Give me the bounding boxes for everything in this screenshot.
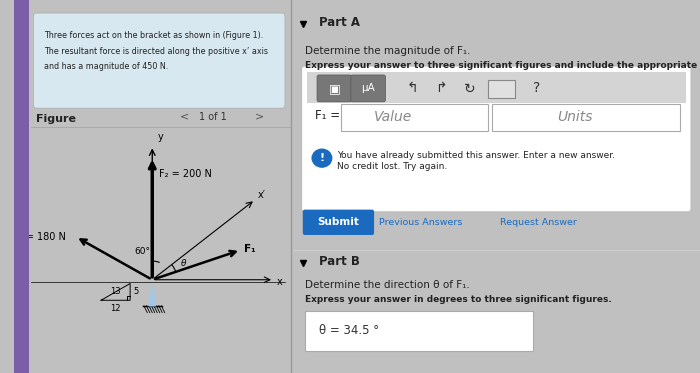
FancyBboxPatch shape xyxy=(303,210,374,235)
Text: ↰: ↰ xyxy=(407,81,419,95)
Text: and has a magnitude of 450 N.: and has a magnitude of 450 N. xyxy=(44,62,169,71)
Text: 1 of 1: 1 of 1 xyxy=(199,112,227,122)
Text: Request Answer: Request Answer xyxy=(500,218,578,227)
Text: Part A: Part A xyxy=(319,16,360,29)
Text: ?: ? xyxy=(533,81,540,95)
FancyBboxPatch shape xyxy=(34,13,285,108)
Text: 13: 13 xyxy=(110,286,120,295)
FancyBboxPatch shape xyxy=(488,80,514,98)
Text: Figure: Figure xyxy=(36,114,76,124)
Text: The resultant force is directed along the positive x’ axis: The resultant force is directed along th… xyxy=(44,47,268,56)
Text: θ = 34.5 °: θ = 34.5 ° xyxy=(319,325,379,337)
Text: Previous Answers: Previous Answers xyxy=(379,218,463,227)
Text: F₁: F₁ xyxy=(244,244,256,254)
Text: 60°: 60° xyxy=(134,247,150,256)
FancyBboxPatch shape xyxy=(317,75,351,102)
Text: x: x xyxy=(276,278,282,287)
Text: Determine the direction θ of F₁.: Determine the direction θ of F₁. xyxy=(304,280,470,290)
Text: 5: 5 xyxy=(134,287,139,297)
Bar xyxy=(307,72,686,103)
Text: ↱: ↱ xyxy=(435,81,447,95)
Text: <: < xyxy=(180,112,189,122)
Bar xyxy=(304,311,533,351)
Text: θ: θ xyxy=(181,258,187,267)
Bar xyxy=(14,0,29,373)
Text: F₃ = 180 N: F₃ = 180 N xyxy=(13,232,66,242)
Text: Submit: Submit xyxy=(318,217,360,227)
Text: F₂ = 200 N: F₂ = 200 N xyxy=(159,169,212,179)
Text: Express your answer to three significant figures and include the appropriate uni: Express your answer to three significant… xyxy=(304,61,700,70)
Bar xyxy=(342,104,488,131)
Text: Determine the magnitude of F₁.: Determine the magnitude of F₁. xyxy=(304,46,470,56)
FancyBboxPatch shape xyxy=(351,75,386,102)
Circle shape xyxy=(312,149,332,167)
FancyBboxPatch shape xyxy=(302,66,691,212)
Text: >: > xyxy=(255,112,264,122)
Bar xyxy=(492,104,680,131)
Text: Express your answer in degrees to three significant figures.: Express your answer in degrees to three … xyxy=(304,295,612,304)
Text: μA: μA xyxy=(361,84,375,93)
Text: x′: x′ xyxy=(258,190,266,200)
Text: ↻: ↻ xyxy=(464,81,475,95)
Text: Three forces act on the bracket as shown in (Figure 1).: Three forces act on the bracket as shown… xyxy=(44,31,264,40)
Text: No credit lost. Try again.: No credit lost. Try again. xyxy=(337,162,447,171)
Text: F₁ =: F₁ = xyxy=(315,109,340,122)
Text: Value: Value xyxy=(374,110,412,124)
Text: !: ! xyxy=(319,153,325,163)
Text: 12: 12 xyxy=(111,304,121,313)
Text: ▣: ▣ xyxy=(329,82,340,95)
Text: You have already submitted this answer. Enter a new answer.: You have already submitted this answer. … xyxy=(337,151,615,160)
Text: y: y xyxy=(158,132,164,142)
Text: Part B: Part B xyxy=(319,255,360,267)
Polygon shape xyxy=(149,285,155,306)
Text: Units: Units xyxy=(557,110,593,124)
